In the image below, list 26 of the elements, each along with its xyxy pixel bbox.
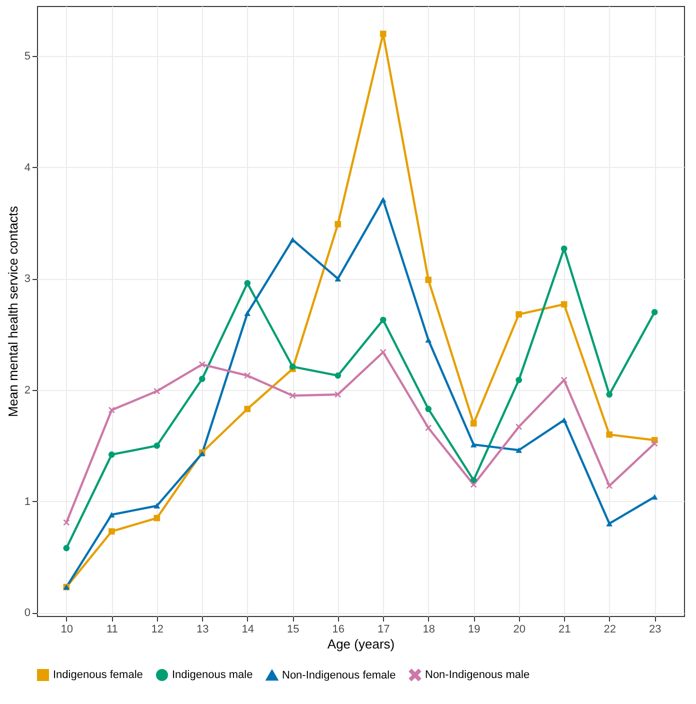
- y-tick-label: 4: [24, 162, 30, 174]
- y-tick-label: 5: [24, 50, 30, 63]
- legend-label: Indigenous male: [172, 669, 253, 681]
- legend-label: Non-Indigenous male: [425, 669, 530, 681]
- x-tick-label: 12: [151, 624, 164, 636]
- x-tick-label: 16: [332, 624, 345, 636]
- x-tick-label: 13: [196, 624, 209, 636]
- y-tick-label: 2: [24, 384, 30, 397]
- y-axis-title: Mean mental health service contacts: [5, 206, 20, 417]
- y-tick-label: 0: [24, 607, 30, 620]
- legend-label: Indigenous female: [53, 669, 143, 681]
- x-tick-label: 23: [648, 624, 662, 636]
- x-tick-label: 18: [422, 624, 435, 636]
- x-tick-label: 22: [604, 624, 616, 636]
- x-tick-label: 19: [468, 624, 480, 636]
- x-tick-label: 14: [242, 624, 254, 636]
- x-tick-label: 15: [287, 624, 300, 636]
- x-axis-title: Age (years): [327, 636, 395, 652]
- x-tick-label: 11: [106, 624, 118, 636]
- x-tick-label: 21: [558, 624, 571, 636]
- y-tick-label: 1: [24, 496, 30, 508]
- x-tick-label: 17: [377, 624, 390, 636]
- x-tick-label: 20: [513, 624, 526, 636]
- x-tick-label: 10: [60, 624, 74, 636]
- y-tick-label: 3: [24, 273, 30, 286]
- legend-label: Non-Indigenous female: [282, 669, 396, 682]
